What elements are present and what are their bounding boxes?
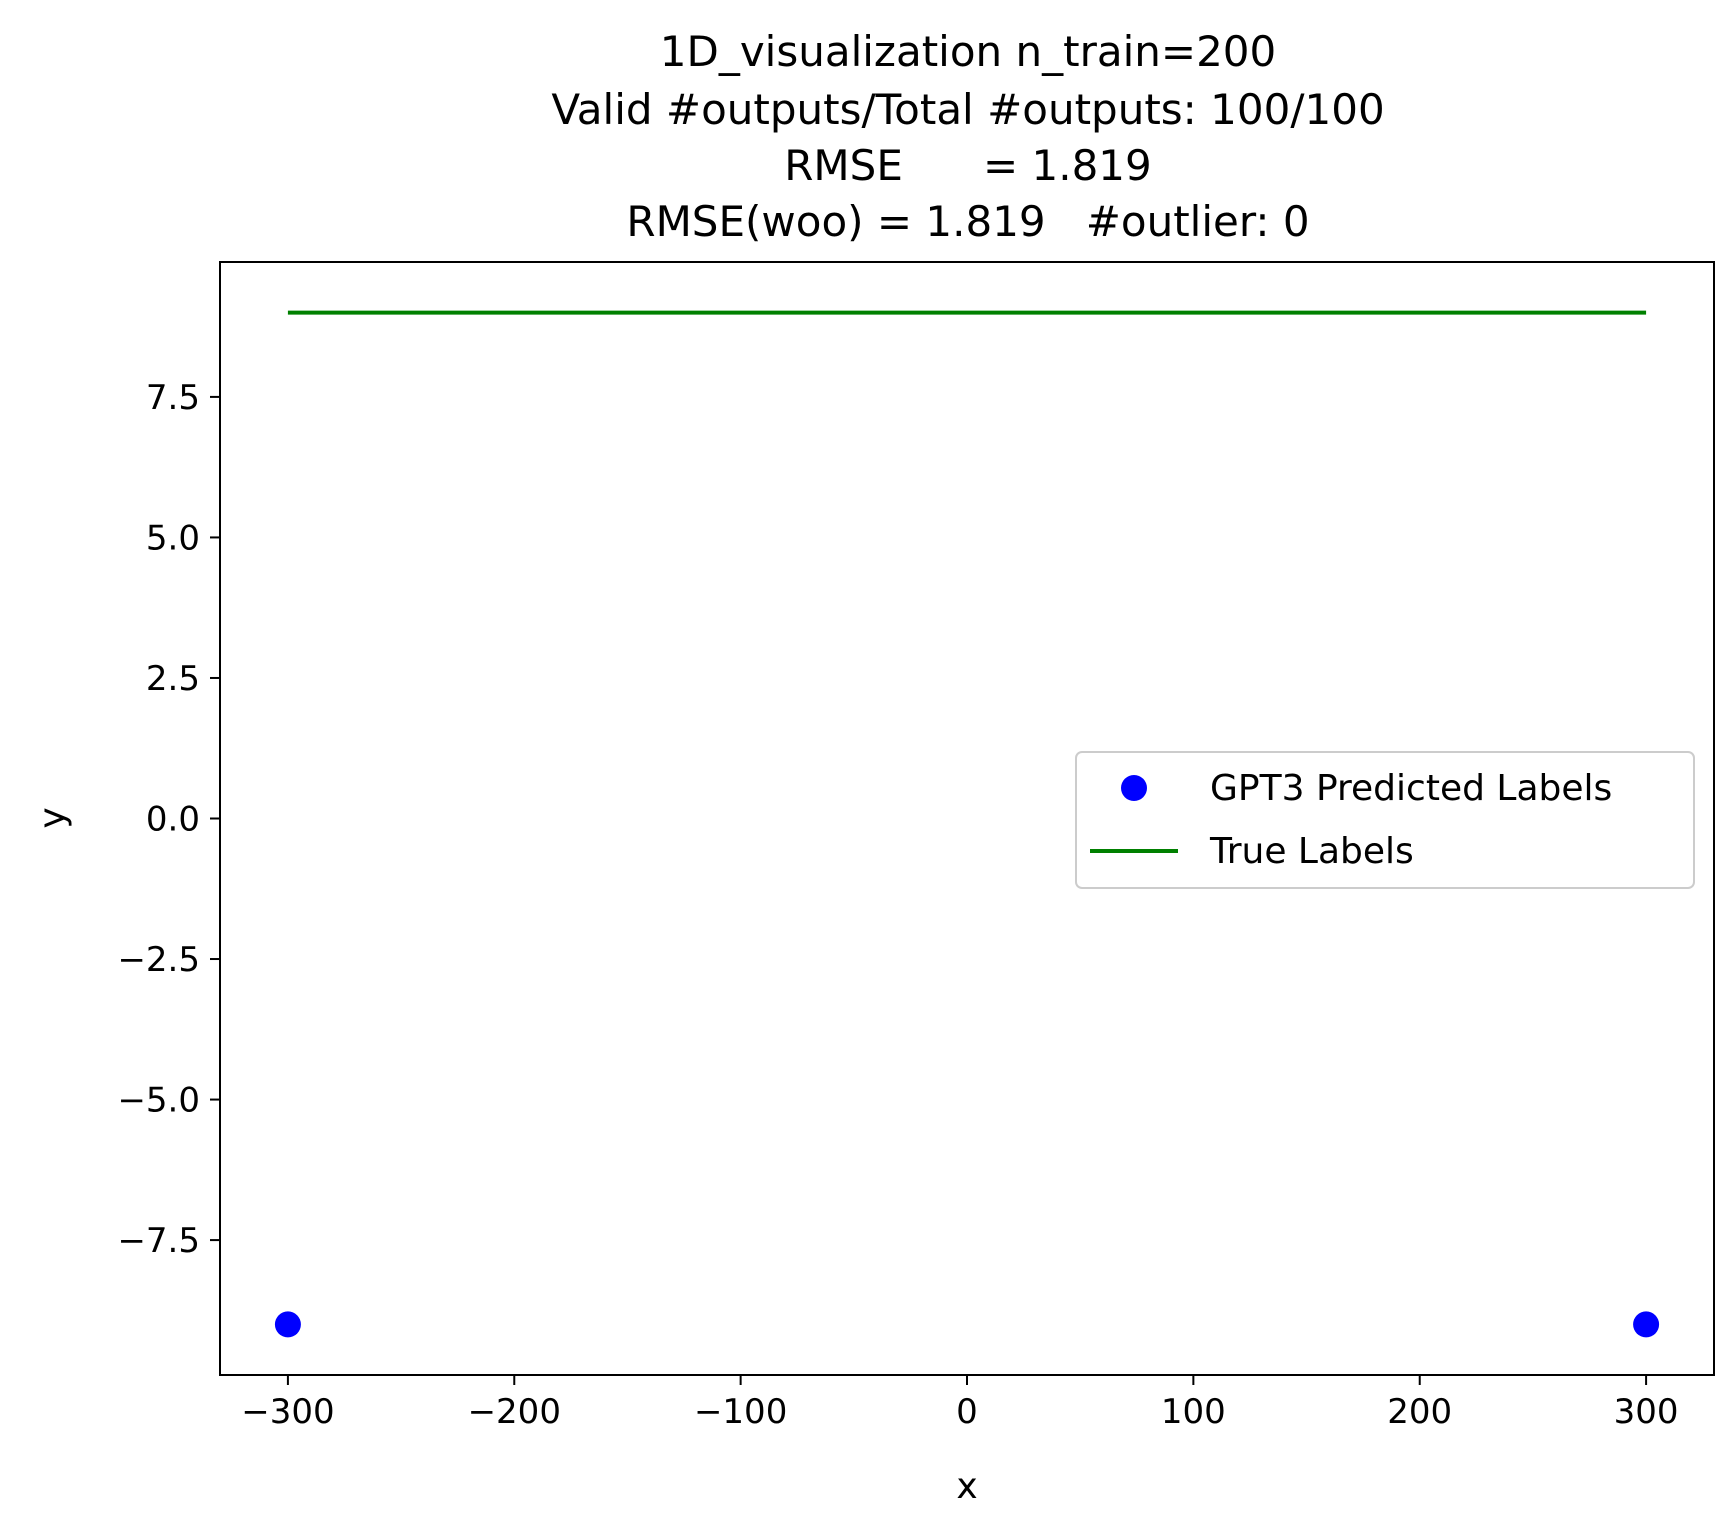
legend-box xyxy=(1075,751,1695,889)
predicted-label-point xyxy=(1633,1311,1660,1338)
title-line-3: RMSE = 1.819 xyxy=(784,141,1152,190)
x-tick-label: 200 xyxy=(1387,1392,1452,1432)
y-tick-label: −2.5 xyxy=(117,940,200,980)
x-tick-label: 0 xyxy=(956,1392,978,1432)
y-axis-label: y xyxy=(32,807,73,828)
x-tick-label: −200 xyxy=(468,1392,561,1432)
title-line-1: 1D_visualization n_train=200 xyxy=(660,27,1277,76)
y-tick-label: 7.5 xyxy=(146,378,200,418)
chart-title: 1D_visualization n_train=200 Valid #outp… xyxy=(551,27,1384,246)
y-tick-label: 0.0 xyxy=(146,800,200,840)
x-tick-label: −100 xyxy=(694,1392,787,1432)
legend-label-predicted: GPT3 Predicted Labels xyxy=(1210,768,1612,809)
y-tick-label: 5.0 xyxy=(146,518,200,558)
title-line-2: Valid #outputs/Total #outputs: 100/100 xyxy=(551,85,1384,134)
y-tick-label: −5.0 xyxy=(117,1081,200,1121)
y-tick-label: −7.5 xyxy=(117,1221,200,1261)
x-tick-label: −300 xyxy=(241,1392,334,1432)
title-line-4: RMSE(woo) = 1.819 #outlier: 0 xyxy=(626,197,1309,246)
x-tick-label: 100 xyxy=(1161,1392,1226,1432)
series-layer xyxy=(274,310,1660,1338)
legend: GPT3 Predicted Labels True Labels xyxy=(1075,751,1695,889)
y-tick-label: 2.5 xyxy=(146,659,200,699)
legend-label-true: True Labels xyxy=(1209,831,1414,872)
predicted-label-point xyxy=(274,1311,301,1338)
x-tick-label: 300 xyxy=(1614,1392,1679,1432)
x-axis-ticks: −300 −200 −100 0 100 200 300 xyxy=(241,1375,1679,1432)
x-axis-label: x xyxy=(956,1466,977,1507)
y-axis-ticks: −7.5 −5.0 −2.5 0.0 2.5 5.0 7.5 xyxy=(117,378,220,1261)
legend-scatter-marker xyxy=(1121,775,1147,801)
